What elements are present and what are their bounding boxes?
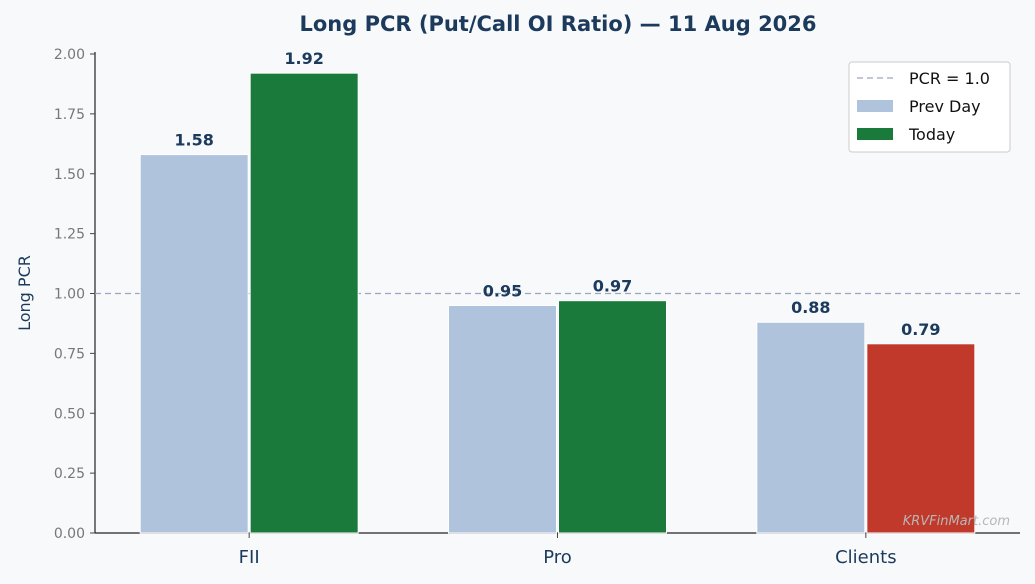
value-label: 1.58 [174, 131, 213, 150]
x-tick-label: FII [239, 547, 260, 568]
value-label: 0.97 [593, 277, 632, 296]
legend: PCR = 1.0 Prev Day Today [848, 61, 1011, 153]
bar-prev-day-clients [756, 321, 866, 534]
legend-label-reference: PCR = 1.0 [909, 69, 990, 88]
bar-prev-day-fii [139, 154, 249, 534]
legend-swatch-series [857, 100, 893, 112]
y-tick-label: 2.00 [54, 47, 85, 63]
bar-prev-day-pro [448, 304, 557, 534]
legend-swatch-series [857, 128, 893, 140]
y-tick-label: 0.25 [54, 466, 85, 482]
y-tick-label: 0.75 [54, 346, 85, 362]
bar-today-fii [249, 72, 359, 534]
legend-label-series: Today [908, 125, 955, 144]
y-tick-label: 1.75 [54, 107, 85, 123]
value-labels-layer: 1.58 1.92 0.95 0.97 0.88 0.79 [174, 49, 940, 339]
x-tick-label: Clients [835, 547, 897, 568]
bar-today-pro [558, 300, 667, 534]
axes: 0.00 0.25 0.50 0.75 1.00 1.25 1.50 1.75 2.00 FII P… [54, 47, 1020, 568]
y-tick-label: 0.50 [54, 406, 85, 422]
legend-label-series: Prev Day [909, 97, 981, 116]
bar-today-clients [866, 343, 976, 534]
bars-layer [139, 72, 976, 534]
watermark: KRVFinMart.com [903, 514, 1010, 529]
value-label: 0.79 [901, 320, 940, 339]
value-label: 0.88 [791, 298, 830, 317]
y-axis-label: Long PCR [15, 255, 34, 331]
value-label: 0.95 [483, 281, 522, 300]
y-tick-label: 1.00 [54, 287, 85, 303]
x-tick-label: Pro [543, 547, 572, 568]
y-tick-label: 1.25 [54, 227, 85, 243]
value-label: 1.92 [284, 49, 323, 68]
y-tick-label: 1.50 [54, 167, 85, 183]
chart-title: Long PCR (Put/Call OI Ratio) — 11 Aug 20… [299, 12, 816, 36]
y-tick-label: 0.00 [54, 526, 85, 542]
